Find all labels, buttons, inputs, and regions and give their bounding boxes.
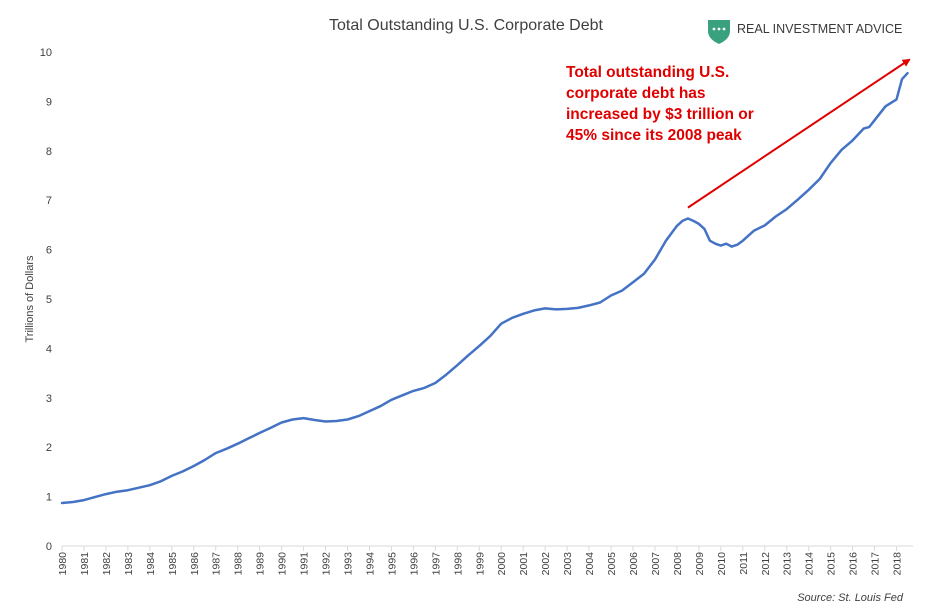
y-tick-label: 0 xyxy=(46,541,52,553)
logo-dot-icon xyxy=(712,27,716,31)
annotation-text-line: 45% since its 2008 peak xyxy=(566,127,742,144)
x-tick-label: 1987 xyxy=(211,552,223,576)
x-tick-label: 2000 xyxy=(496,552,508,576)
x-tick-label: 1995 xyxy=(386,552,398,576)
logo-dot-icon xyxy=(722,27,726,31)
x-tick-label: 2011 xyxy=(738,552,750,575)
annotation-text-line: increased by $3 trillion or xyxy=(566,106,754,123)
x-tick-label: 2003 xyxy=(562,552,574,576)
shield-logo-icon xyxy=(708,20,730,44)
y-tick-labels: 0 1 2 3 4 5 6 7 8 9 10 xyxy=(40,47,52,553)
x-tick-label: 2002 xyxy=(540,552,552,576)
x-tick-label: 1980 xyxy=(57,552,69,576)
logo-dot-icon xyxy=(717,27,721,31)
axes xyxy=(61,545,913,551)
x-tick-label: 1998 xyxy=(452,552,464,576)
x-tick-label: 2004 xyxy=(584,552,596,576)
x-tick-label: 2006 xyxy=(628,552,640,576)
y-tick-label: 4 xyxy=(46,343,52,355)
x-tick-label: 1993 xyxy=(342,552,354,576)
x-tick-label: 2014 xyxy=(804,552,816,576)
x-tick-label: 1997 xyxy=(430,552,442,576)
x-tick-label: 2005 xyxy=(606,552,618,576)
x-tick-label: 2015 xyxy=(826,552,838,576)
x-tick-label: 1992 xyxy=(321,552,333,576)
series-group xyxy=(60,71,909,505)
x-tick-label: 2009 xyxy=(694,552,706,576)
y-tick-label: 8 xyxy=(46,146,52,158)
x-tick-label: 1989 xyxy=(255,552,267,576)
x-tick-label: 2017 xyxy=(870,552,882,576)
series-line xyxy=(60,71,909,505)
x-tick-label: 2007 xyxy=(650,552,662,576)
y-tick-label: 1 xyxy=(46,492,52,504)
x-tick-label: 1983 xyxy=(123,552,135,576)
x-tick-label: 2012 xyxy=(760,552,772,576)
x-tick-label: 1984 xyxy=(145,552,157,576)
x-tick-label: 1981 xyxy=(79,552,91,576)
x-tick-label: 2001 xyxy=(518,552,530,576)
x-tick-label: 1994 xyxy=(364,552,376,576)
annotation: Total outstanding U.S. corporate debt has… xyxy=(566,58,911,209)
x-tick-label: 2018 xyxy=(892,552,904,576)
x-tick-label: 1985 xyxy=(167,552,179,576)
y-tick-label: 7 xyxy=(46,195,52,207)
x-tick-label: 2013 xyxy=(782,552,794,576)
y-tick-label: 6 xyxy=(46,245,52,257)
y-tick-label: 2 xyxy=(46,442,52,454)
x-tick-label: 1986 xyxy=(189,552,201,576)
x-tick-label: 2010 xyxy=(716,552,728,576)
y-tick-label: 9 xyxy=(46,96,52,108)
brand-logo: REAL INVESTMENT ADVICE xyxy=(708,20,902,44)
annotation-text: Total outstanding U.S. corporate debt has… xyxy=(566,64,754,144)
y-tick-label: 10 xyxy=(40,47,52,59)
x-tick-label: 1991 xyxy=(299,552,311,576)
x-tick-label: 1988 xyxy=(233,552,245,576)
y-tick-label: 5 xyxy=(46,294,52,306)
x-tick-label: 1982 xyxy=(101,552,113,576)
x-tick-label: 1990 xyxy=(277,552,289,576)
y-axis-label: Trillions of Dollars xyxy=(24,255,36,343)
y-tick-label: 3 xyxy=(46,393,52,405)
chart-title: Total Outstanding U.S. Corporate Debt xyxy=(329,17,603,34)
x-tick-label: 2016 xyxy=(848,552,860,576)
x-tick-label: 2008 xyxy=(672,552,684,576)
x-tick-labels: 1980 1981 1982 1983 1984 1985 1986 1987 1988 1989… xyxy=(57,552,904,576)
annotation-arrow xyxy=(687,58,911,209)
annotation-text-line: Total outstanding U.S. xyxy=(566,64,729,81)
source-note: Source: St. Louis Fed xyxy=(797,592,904,604)
x-tick-label: 1996 xyxy=(408,552,420,576)
annotation-text-line: corporate debt has xyxy=(566,85,706,102)
x-tick-label: 1999 xyxy=(474,552,486,576)
brand-name: REAL INVESTMENT ADVICE xyxy=(737,22,902,36)
